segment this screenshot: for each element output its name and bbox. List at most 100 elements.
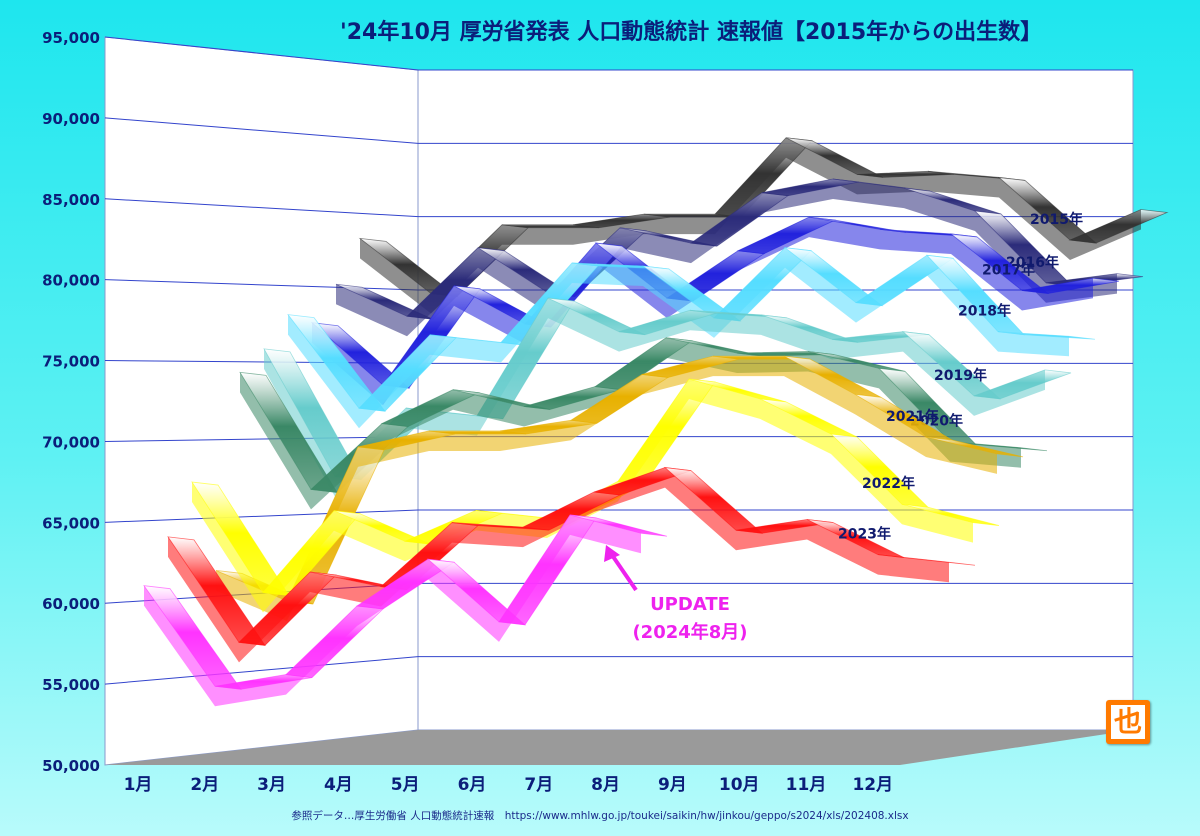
x-tick-label: 6月 (458, 775, 487, 795)
update-sublabel: (2024年8月) (632, 621, 747, 643)
series-ribbon-side (357, 559, 428, 626)
x-tick-label: 7月 (524, 775, 553, 795)
series-ribbon-side (144, 585, 215, 707)
series-ribbon-side (192, 482, 263, 613)
series-ribbon-side (665, 467, 736, 551)
series-ribbon-side (715, 137, 786, 235)
series-ribbon-side (620, 227, 691, 264)
series-ribbon-side (808, 351, 879, 389)
series-ribbon-side (856, 255, 927, 323)
series-ribbon-side (878, 554, 949, 583)
gridline-side (104, 117, 419, 144)
series-ribbon-side (168, 536, 239, 663)
x-tick-label: 10月 (719, 775, 760, 795)
gridline-side (104, 279, 419, 291)
series-ribbon-side (359, 334, 430, 429)
series-ribbon-side (523, 492, 594, 548)
series-label: 2016年 (1006, 254, 1059, 271)
series-ribbon-side (360, 238, 431, 314)
series-ribbon-side (286, 605, 357, 695)
series-ribbon (901, 503, 1000, 526)
series-label: 2017年 (982, 261, 1035, 278)
series-ribbon-side (429, 430, 500, 451)
series-ribbon-side (998, 331, 1069, 357)
series-label: 2019年 (934, 367, 987, 384)
y-tick-label: 75,000 (42, 353, 100, 371)
series-label: 2023年 (838, 526, 891, 543)
series-label: 2022年 (862, 475, 915, 492)
series-ribbon-side (571, 374, 642, 441)
series-ribbon-side (239, 572, 310, 663)
chart-title: '24年10月 厚労省発表 人口動態統計 速報値【2015年からの出生数】 (340, 20, 1043, 45)
series-ribbon-side (951, 233, 1022, 311)
series-ribbon-side (809, 217, 880, 250)
series-ribbon-side (501, 262, 572, 363)
series-ribbon-side (760, 398, 831, 454)
series-ribbon-side (311, 423, 382, 510)
series-ribbon-side (928, 171, 999, 198)
series-ribbon-side (642, 356, 713, 395)
series-ribbon-side (831, 433, 902, 525)
series-ribbon-side (216, 570, 287, 621)
y-tick-label: 95,000 (42, 29, 100, 47)
series-ribbon-side (832, 331, 903, 360)
x-tick-label: 8月 (591, 775, 620, 795)
update-label: UPDATE (650, 594, 730, 615)
series-ribbon (569, 514, 668, 537)
x-tick-label: 11月 (786, 775, 827, 795)
series-ribbon-side (502, 224, 573, 245)
series-ribbon-side (310, 572, 381, 607)
series-label: 2018年 (958, 303, 1011, 320)
series-ribbon-side (428, 559, 499, 642)
series-ribbon-side (619, 310, 690, 352)
y-tick-label: 90,000 (42, 110, 100, 128)
x-tick-label: 12月 (852, 775, 893, 795)
series-ribbon-side (500, 420, 571, 451)
series-ribbon-side (382, 389, 453, 444)
series-ribbon-side (926, 437, 997, 474)
logo-text: 也 (1111, 705, 1145, 739)
series-ribbon-side (358, 430, 429, 467)
update-arrowhead (604, 545, 620, 562)
series-ribbon-side (974, 369, 1045, 416)
series-ribbon-side (570, 514, 641, 554)
y-tick-label: 70,000 (42, 433, 100, 451)
series-ribbon-side (833, 178, 904, 209)
series-ribbon-side (644, 214, 715, 235)
series-label: 2021年 (886, 408, 939, 425)
series-ribbon-side (548, 298, 619, 352)
x-tick-label: 9月 (658, 775, 687, 795)
y-tick-label: 60,000 (42, 595, 100, 613)
series-ribbon-side (594, 467, 665, 513)
series-ribbon-side (263, 510, 334, 613)
series-ribbon-side (595, 337, 666, 407)
series-ribbon-side (999, 177, 1070, 261)
series-ribbon-side (573, 214, 644, 245)
series-ribbon-side (454, 285, 525, 345)
series-ribbon-side (618, 379, 689, 502)
series-ribbon-side (690, 310, 761, 335)
x-tick-label: 2月 (190, 775, 219, 795)
series-ribbon-side (738, 217, 809, 271)
series-ribbon-side (713, 356, 784, 377)
y-tick-label: 65,000 (42, 514, 100, 532)
source-note: 参照データ…厚生労働省 人口動態統計速報 https://www.mhlw.go… (291, 810, 909, 822)
series-ribbon-side (691, 192, 762, 264)
series-label: 2015年 (1030, 211, 1083, 228)
series-ribbon-side (855, 394, 926, 458)
series-ribbon-side (499, 514, 570, 642)
series-ribbon-side (902, 504, 973, 543)
series-ribbon-side (430, 334, 501, 363)
series-ribbon-side (572, 262, 643, 287)
logo-badge: 也 (1106, 700, 1150, 744)
y-tick-label: 80,000 (42, 272, 100, 290)
series-ribbon-side (1022, 278, 1093, 311)
x-tick-label: 5月 (391, 775, 420, 795)
update-arrow (610, 553, 638, 592)
series-ribbon-side (784, 356, 855, 415)
series-ribbon-side (762, 178, 833, 213)
gridline-side (104, 509, 419, 523)
series-ribbon-side (336, 284, 407, 337)
